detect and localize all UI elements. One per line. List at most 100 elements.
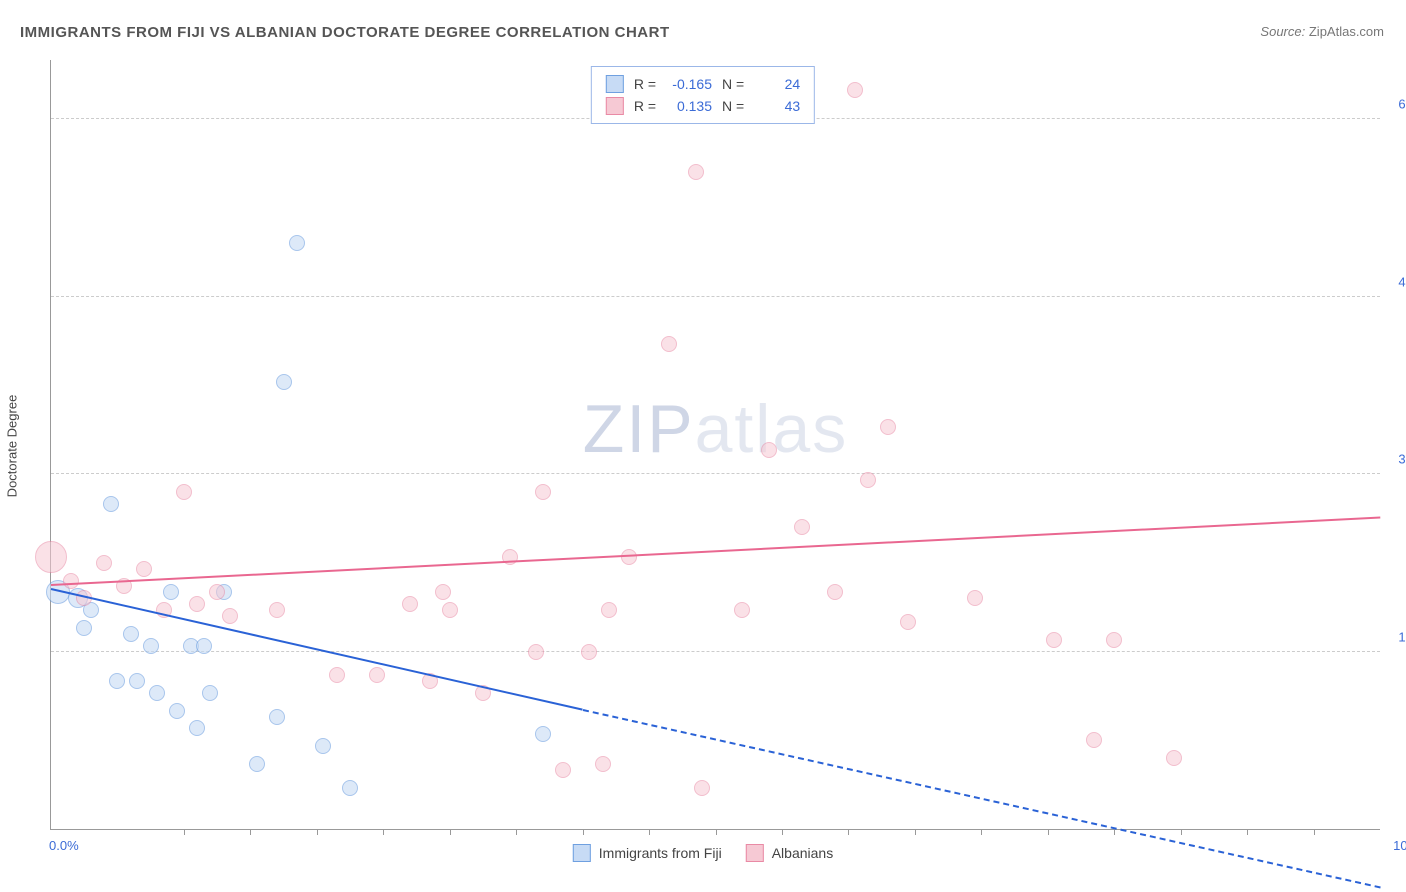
- marker-albanian: [136, 561, 152, 577]
- swatch-series1: [606, 75, 624, 93]
- marker-albanian: [967, 590, 983, 606]
- legend-label-series2: Albanians: [772, 845, 834, 861]
- marker-fiji: [276, 374, 292, 390]
- marker-albanian: [442, 602, 458, 618]
- marker-fiji: [189, 720, 205, 736]
- marker-fiji: [149, 685, 165, 701]
- marker-albanian: [535, 484, 551, 500]
- watermark-part1: ZIP: [583, 391, 695, 467]
- marker-fiji: [535, 726, 551, 742]
- x-tick: [516, 829, 517, 835]
- marker-fiji: [143, 638, 159, 654]
- x-tick: [1048, 829, 1049, 835]
- stat-label-n: N =: [722, 73, 744, 95]
- source-label: Source:: [1260, 24, 1305, 39]
- x-tick: [1114, 829, 1115, 835]
- marker-albanian: [581, 644, 597, 660]
- x-tick: [782, 829, 783, 835]
- stat-n-series2: 43: [754, 95, 800, 117]
- y-tick-label: 1.5%: [1398, 629, 1406, 644]
- marker-albanian: [1166, 750, 1182, 766]
- marker-albanian: [900, 614, 916, 630]
- trend-line: [51, 517, 1380, 586]
- x-tick: [649, 829, 650, 835]
- marker-fiji: [76, 620, 92, 636]
- x-tick: [915, 829, 916, 835]
- marker-albanian: [794, 519, 810, 535]
- gridline: [51, 473, 1380, 474]
- y-tick-label: 6.0%: [1398, 97, 1406, 112]
- x-tick: [716, 829, 717, 835]
- marker-fiji: [289, 235, 305, 251]
- gridline: [51, 296, 1380, 297]
- x-tick: [1247, 829, 1248, 835]
- marker-fiji: [196, 638, 212, 654]
- marker-fiji: [129, 673, 145, 689]
- stat-r-series1: -0.165: [666, 73, 712, 95]
- legend-item-series1: Immigrants from Fiji: [573, 844, 722, 862]
- gridline: [51, 651, 1380, 652]
- stat-n-series1: 24: [754, 73, 800, 95]
- y-tick-label: 4.5%: [1398, 274, 1406, 289]
- x-tick: [184, 829, 185, 835]
- legend-item-series2: Albanians: [746, 844, 834, 862]
- marker-fiji: [109, 673, 125, 689]
- marker-fiji: [103, 496, 119, 512]
- marker-albanian: [847, 82, 863, 98]
- marker-albanian: [528, 644, 544, 660]
- x-tick: [317, 829, 318, 835]
- marker-albanian: [402, 596, 418, 612]
- marker-albanian: [209, 584, 225, 600]
- marker-albanian: [35, 541, 67, 573]
- swatch-series2: [606, 97, 624, 115]
- marker-albanian: [435, 584, 451, 600]
- x-axis-label-max: 10.0%: [1393, 838, 1406, 853]
- marker-albanian: [1106, 632, 1122, 648]
- x-tick: [848, 829, 849, 835]
- x-tick: [383, 829, 384, 835]
- marker-albanian: [176, 484, 192, 500]
- stats-row-series2: R = 0.135 N = 43: [606, 95, 800, 117]
- marker-albanian: [63, 573, 79, 589]
- marker-fiji: [269, 709, 285, 725]
- y-axis-title: Doctorate Degree: [5, 395, 20, 498]
- marker-albanian: [688, 164, 704, 180]
- stats-row-series1: R = -0.165 N = 24: [606, 73, 800, 95]
- stat-label-r: R =: [634, 73, 656, 95]
- x-tick: [981, 829, 982, 835]
- x-tick: [450, 829, 451, 835]
- correlation-stats-box: R = -0.165 N = 24 R = 0.135 N = 43: [591, 66, 815, 124]
- x-tick: [1181, 829, 1182, 835]
- marker-albanian: [222, 608, 238, 624]
- legend: Immigrants from Fiji Albanians: [573, 844, 833, 862]
- source-attribution: Source: ZipAtlas.com: [1260, 24, 1384, 39]
- stat-r-series2: 0.135: [666, 95, 712, 117]
- marker-albanian: [761, 442, 777, 458]
- source-value: ZipAtlas.com: [1309, 24, 1384, 39]
- marker-albanian: [860, 472, 876, 488]
- x-tick: [250, 829, 251, 835]
- marker-fiji: [163, 584, 179, 600]
- marker-albanian: [329, 667, 345, 683]
- marker-albanian: [595, 756, 611, 772]
- marker-albanian: [734, 602, 750, 618]
- marker-albanian: [694, 780, 710, 796]
- marker-fiji: [342, 780, 358, 796]
- marker-albanian: [1046, 632, 1062, 648]
- marker-fiji: [249, 756, 265, 772]
- marker-fiji: [315, 738, 331, 754]
- watermark: ZIPatlas: [583, 390, 848, 468]
- legend-swatch-series2: [746, 844, 764, 862]
- marker-albanian: [1086, 732, 1102, 748]
- legend-label-series1: Immigrants from Fiji: [599, 845, 722, 861]
- marker-albanian: [601, 602, 617, 618]
- marker-albanian: [555, 762, 571, 778]
- marker-fiji: [169, 703, 185, 719]
- x-tick: [1314, 829, 1315, 835]
- y-tick-label: 3.0%: [1398, 452, 1406, 467]
- x-axis-label-min: 0.0%: [49, 838, 79, 853]
- scatter-plot-area: ZIPatlas 1.5%3.0%4.5%6.0%0.0%10.0%: [50, 60, 1380, 830]
- marker-albanian: [369, 667, 385, 683]
- legend-swatch-series1: [573, 844, 591, 862]
- marker-albanian: [269, 602, 285, 618]
